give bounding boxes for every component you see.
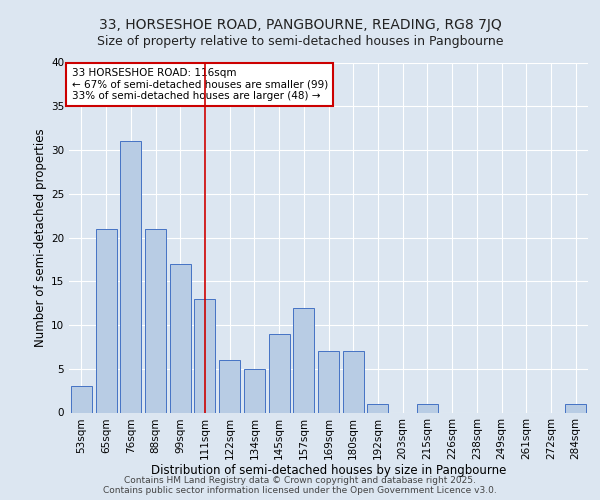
Bar	[95, 229, 116, 412]
Bar	[170, 264, 191, 412]
Bar	[293, 308, 314, 412]
Text: Contains HM Land Registry data © Crown copyright and database right 2025.
Contai: Contains HM Land Registry data © Crown c…	[103, 476, 497, 495]
Bar	[145, 229, 166, 412]
Bar	[269, 334, 290, 412]
Text: 33, HORSESHOE ROAD, PANGBOURNE, READING, RG8 7JQ: 33, HORSESHOE ROAD, PANGBOURNE, READING,…	[98, 18, 502, 32]
Bar	[120, 141, 141, 412]
X-axis label: Distribution of semi-detached houses by size in Pangbourne: Distribution of semi-detached houses by …	[151, 464, 506, 476]
Y-axis label: Number of semi-detached properties: Number of semi-detached properties	[34, 128, 47, 347]
Bar	[71, 386, 92, 412]
Bar	[417, 404, 438, 412]
Bar	[343, 351, 364, 412]
Text: 33 HORSESHOE ROAD: 116sqm
← 67% of semi-detached houses are smaller (99)
33% of : 33 HORSESHOE ROAD: 116sqm ← 67% of semi-…	[71, 68, 328, 101]
Bar	[244, 369, 265, 412]
Bar	[219, 360, 240, 412]
Bar	[367, 404, 388, 412]
Text: Size of property relative to semi-detached houses in Pangbourne: Size of property relative to semi-detach…	[97, 35, 503, 48]
Bar	[318, 351, 339, 412]
Bar	[194, 298, 215, 412]
Bar	[565, 404, 586, 412]
